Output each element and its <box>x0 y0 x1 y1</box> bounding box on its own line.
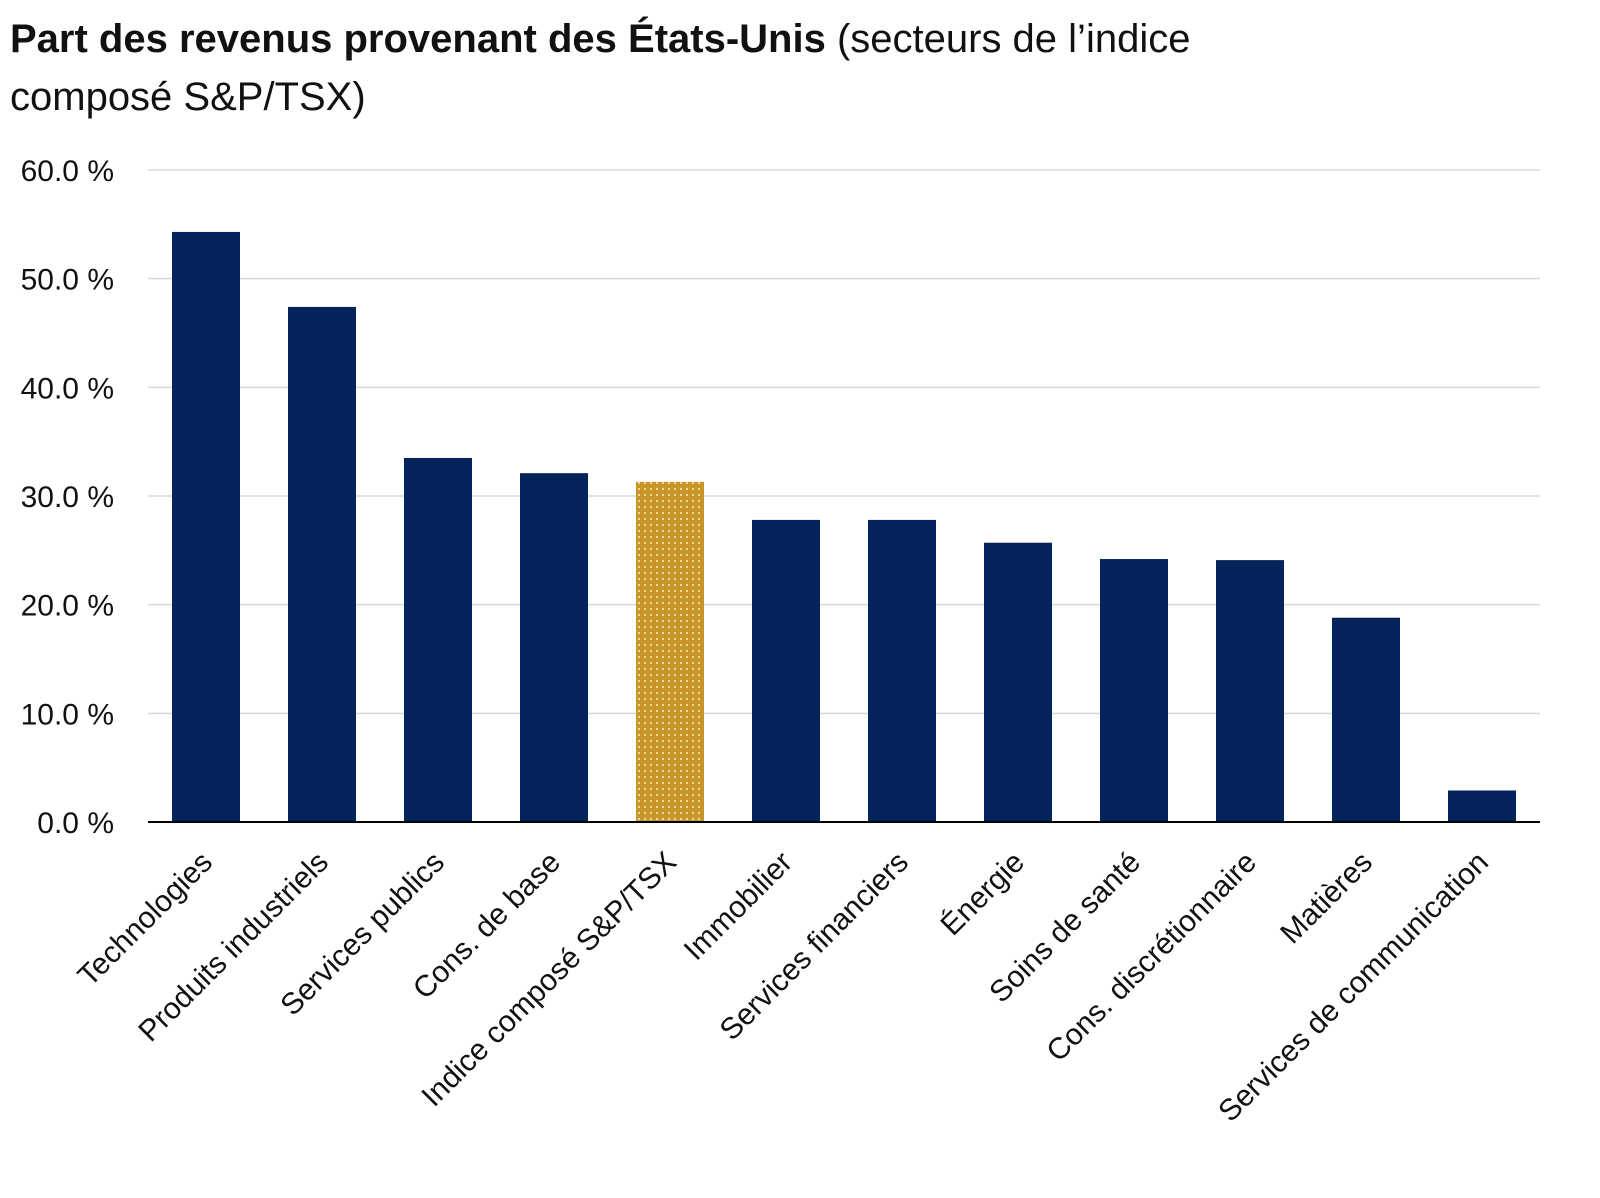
y-tick-label: 10.0 % <box>21 698 114 731</box>
bar <box>752 519 820 822</box>
bar <box>1100 559 1168 822</box>
x-category-label: Immobilier <box>678 846 799 967</box>
bar <box>172 231 240 822</box>
x-category-label: Services financiers <box>714 846 915 1047</box>
bar <box>404 457 472 822</box>
bar <box>520 473 588 822</box>
y-axis-tick-labels: 0.0 % 10.0 % 20.0 % 30.0 % 40.0 % 50.0 % 60.0 … <box>21 155 114 840</box>
bar <box>1332 617 1400 822</box>
bar-highlight <box>636 481 704 822</box>
y-tick-label: 50.0 % <box>21 264 114 297</box>
x-category-label: Produits industriels <box>132 846 335 1049</box>
chart-title-bold: Part des revenus provenant des États-Uni… <box>10 17 826 61</box>
bar <box>868 519 936 822</box>
bar <box>1448 790 1516 822</box>
y-tick-label: 0.0 % <box>37 807 114 840</box>
y-tick-label: 60.0 % <box>21 155 114 188</box>
chart-title-normal: (secteurs de l’indice composé S&P/TSX) <box>10 17 1191 119</box>
y-tick-label: 20.0 % <box>21 590 114 623</box>
y-tick-label: 30.0 % <box>21 481 114 514</box>
chart-title: Part des revenus provenant des États-Uni… <box>10 10 1330 126</box>
gridlines <box>148 169 1540 715</box>
bar <box>984 542 1052 822</box>
bars <box>172 231 1516 822</box>
bar <box>288 306 356 822</box>
y-tick-label: 40.0 % <box>21 372 114 405</box>
bar <box>1216 560 1284 822</box>
x-category-label: Cons. discrétionnaire <box>1040 846 1263 1069</box>
x-category-label: Matières <box>1274 846 1379 951</box>
x-category-label: Énergie <box>934 846 1030 942</box>
